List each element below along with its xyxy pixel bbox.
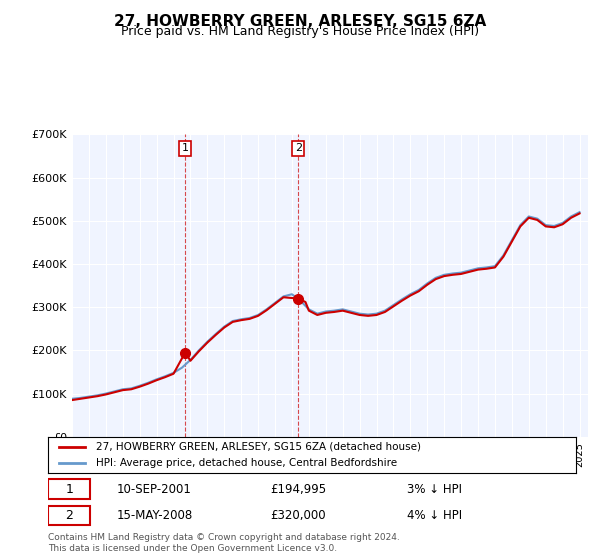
Text: 15-MAY-2008: 15-MAY-2008 bbox=[116, 509, 193, 522]
Text: 1: 1 bbox=[65, 483, 73, 496]
Text: 27, HOWBERRY GREEN, ARLESEY, SG15 6ZA (detached house): 27, HOWBERRY GREEN, ARLESEY, SG15 6ZA (d… bbox=[95, 442, 421, 452]
Text: HPI: Average price, detached house, Central Bedfordshire: HPI: Average price, detached house, Cent… bbox=[95, 458, 397, 468]
Text: 1: 1 bbox=[182, 143, 188, 153]
FancyBboxPatch shape bbox=[48, 479, 90, 499]
Text: 3% ↓ HPI: 3% ↓ HPI bbox=[407, 483, 462, 496]
Text: 27, HOWBERRY GREEN, ARLESEY, SG15 6ZA: 27, HOWBERRY GREEN, ARLESEY, SG15 6ZA bbox=[114, 14, 486, 29]
Text: 2: 2 bbox=[65, 509, 73, 522]
Text: 4% ↓ HPI: 4% ↓ HPI bbox=[407, 509, 462, 522]
Text: 10-SEP-2001: 10-SEP-2001 bbox=[116, 483, 191, 496]
Text: Price paid vs. HM Land Registry's House Price Index (HPI): Price paid vs. HM Land Registry's House … bbox=[121, 25, 479, 38]
Text: 2: 2 bbox=[295, 143, 302, 153]
Text: £194,995: £194,995 bbox=[270, 483, 326, 496]
Text: £320,000: £320,000 bbox=[270, 509, 325, 522]
FancyBboxPatch shape bbox=[48, 506, 90, 525]
Text: Contains HM Land Registry data © Crown copyright and database right 2024.
This d: Contains HM Land Registry data © Crown c… bbox=[48, 533, 400, 553]
